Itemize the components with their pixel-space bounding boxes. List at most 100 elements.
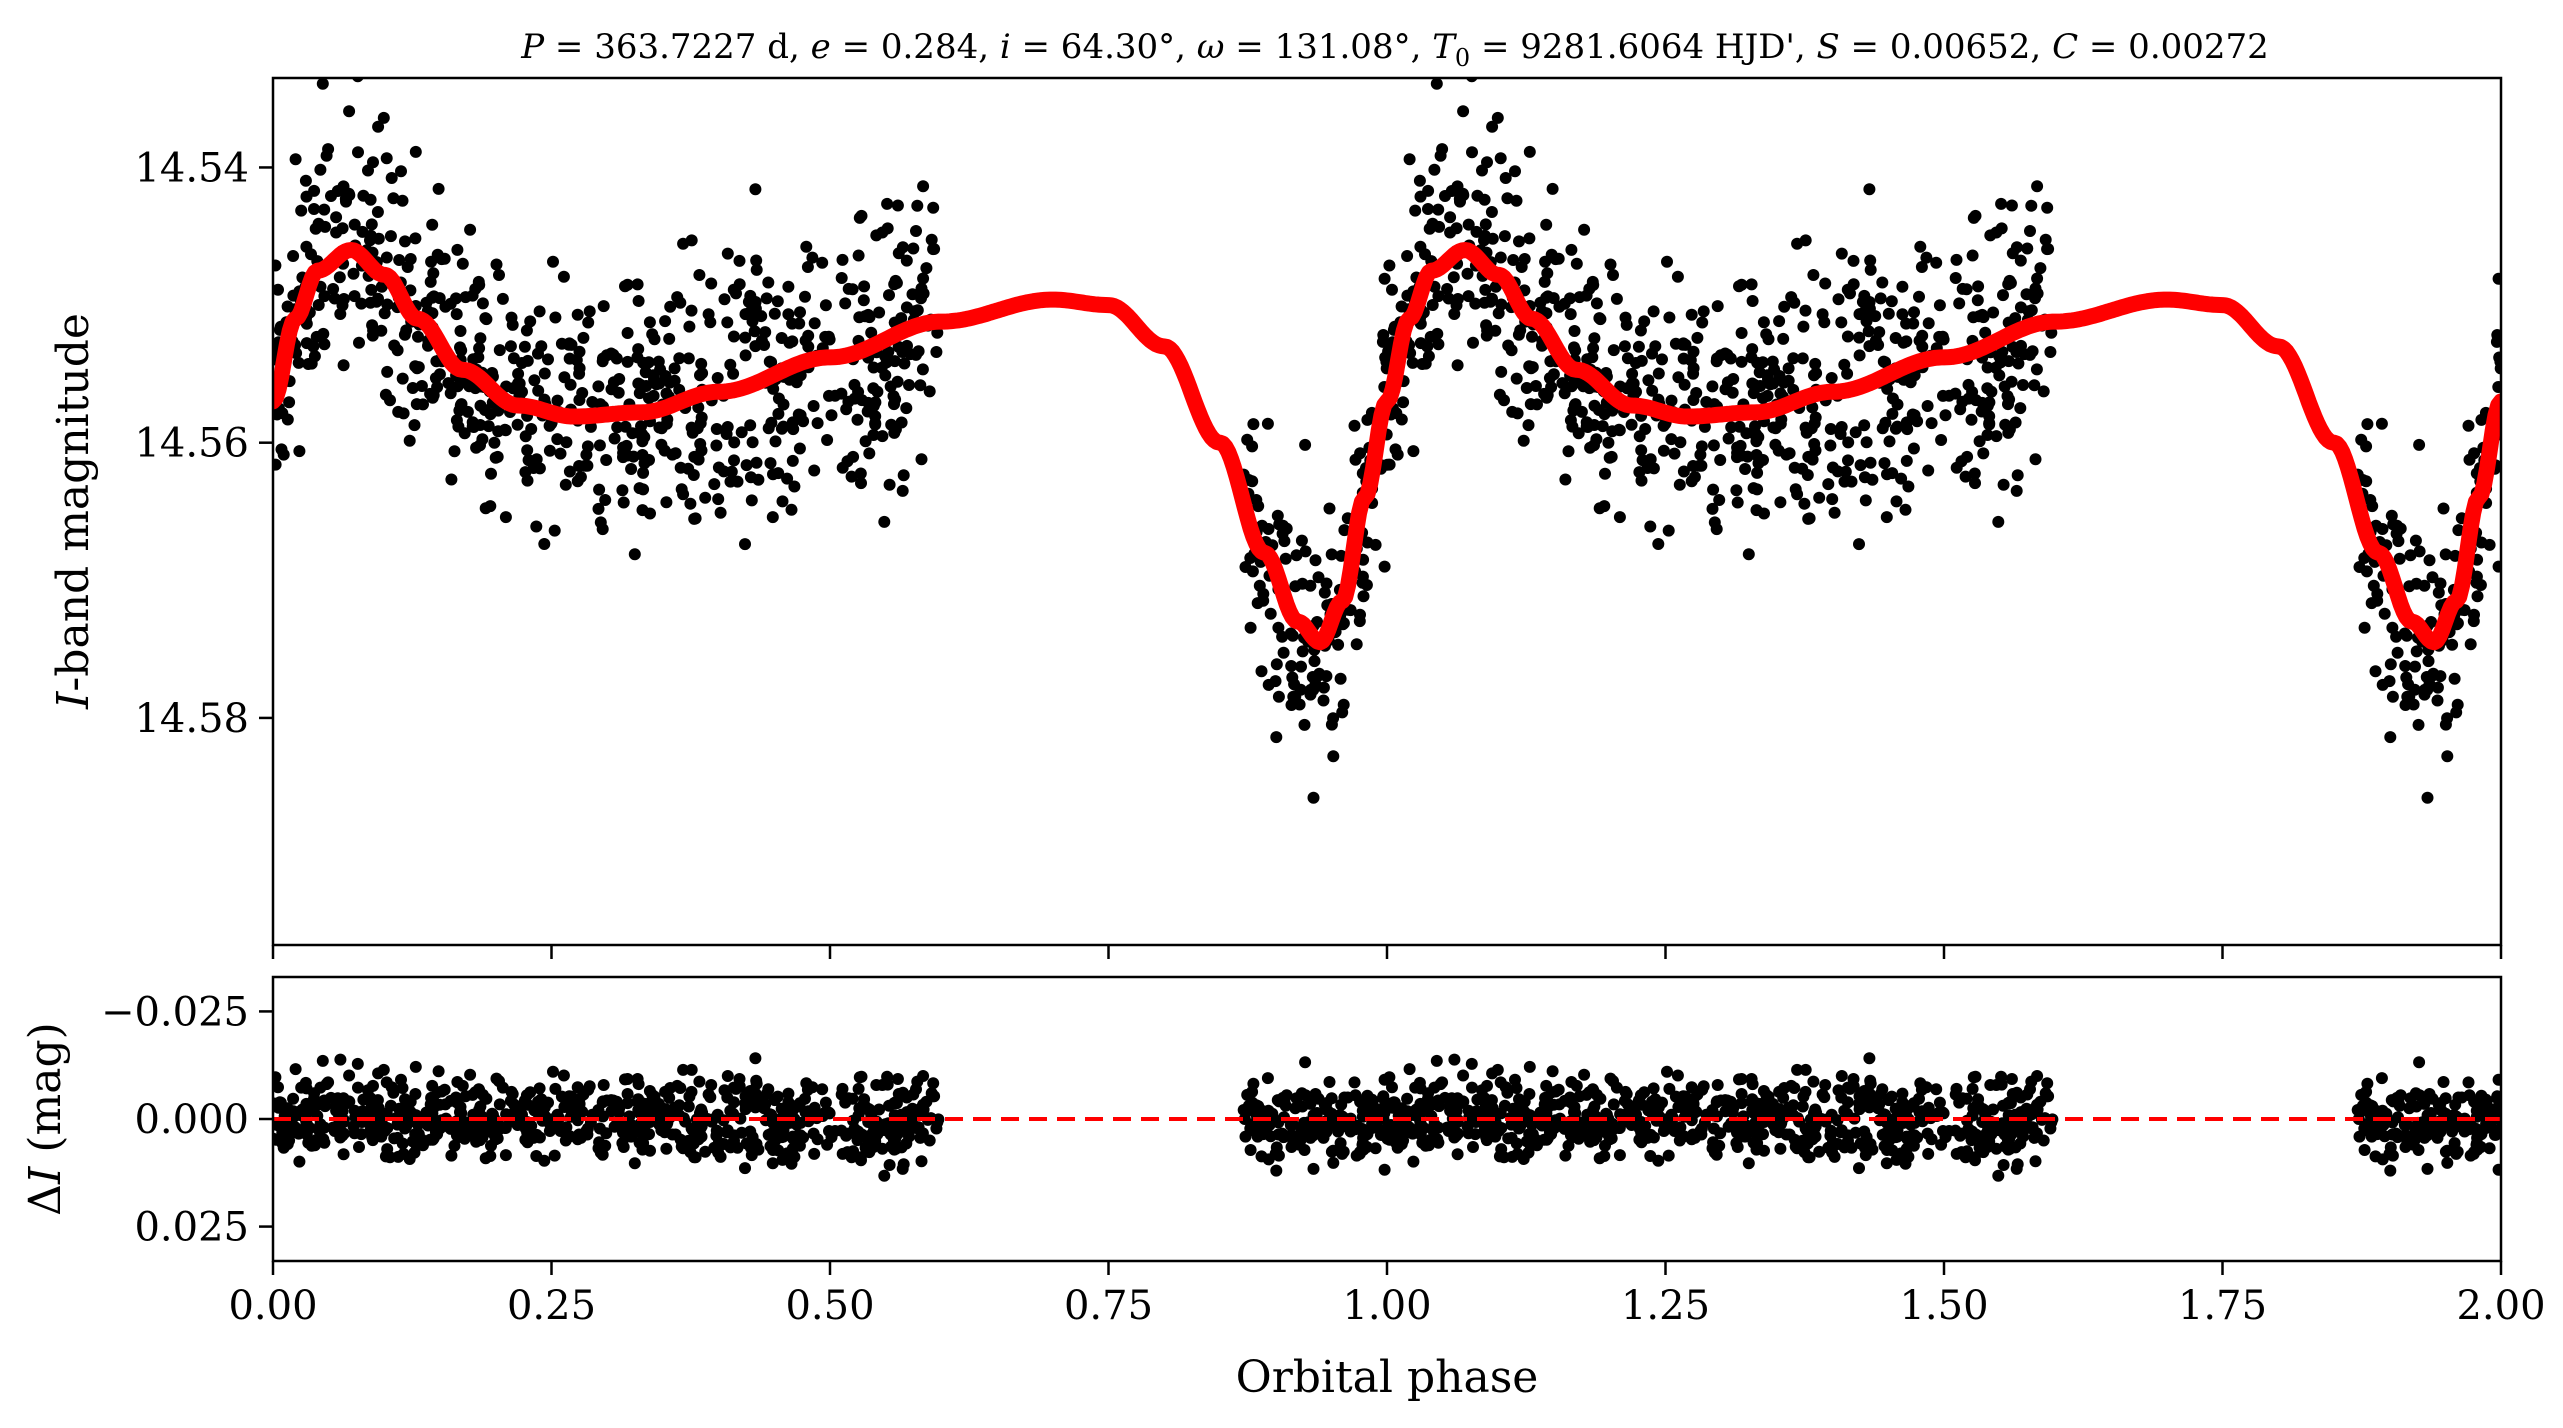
- data-point: [560, 436, 573, 449]
- data-point: [2448, 672, 2461, 685]
- data-point: [1677, 352, 1690, 365]
- data-point: [607, 348, 620, 361]
- data-point: [898, 357, 911, 370]
- data-point: [750, 254, 763, 267]
- data-point: [1401, 250, 1414, 262]
- data-point: [1687, 367, 1700, 380]
- residual-point: [897, 1158, 910, 1171]
- data-point: [887, 390, 900, 403]
- data-point: [2021, 242, 2034, 255]
- data-point: [1798, 497, 1811, 510]
- residual-point: [1348, 1076, 1361, 1089]
- data-point: [682, 352, 695, 365]
- residual-point: [469, 1086, 482, 1099]
- residual-point: [2483, 1142, 2496, 1155]
- data-point: [710, 423, 723, 435]
- residual-point: [1788, 1082, 1801, 1094]
- data-point: [403, 434, 416, 447]
- residual-point: [2005, 1128, 2018, 1141]
- residual-point: [632, 1078, 645, 1091]
- data-point: [659, 315, 672, 328]
- residual-point: [557, 1069, 570, 1082]
- residual-point: [2492, 1073, 2501, 1086]
- residual-point: [1428, 1118, 1441, 1131]
- data-point: [1311, 616, 1324, 628]
- data-point: [674, 296, 687, 309]
- data-point: [1466, 146, 1478, 159]
- data-point: [1671, 270, 1684, 283]
- residual-point: [1943, 1125, 1956, 1137]
- bottom-y-axis-label: ΔI (mag): [20, 1022, 71, 1216]
- data-point: [333, 271, 346, 284]
- data-point: [1348, 419, 1361, 432]
- data-point: [1511, 407, 1524, 420]
- residual-point: [733, 1080, 746, 1093]
- data-point: [470, 441, 483, 454]
- residual-point: [1826, 1136, 1839, 1149]
- data-point: [1479, 283, 1492, 296]
- data-point: [2409, 534, 2422, 547]
- data-point: [760, 292, 773, 305]
- data-point: [2492, 272, 2501, 285]
- residual-point: [596, 1096, 609, 1109]
- data-point: [277, 448, 290, 461]
- data-point: [543, 444, 556, 457]
- data-point: [785, 503, 798, 516]
- residual-point: [1261, 1072, 1274, 1085]
- data-point: [735, 426, 748, 439]
- data-point: [1540, 218, 1553, 231]
- residual-point: [2468, 1146, 2480, 1159]
- residual-point: [582, 1083, 595, 1096]
- residual-point: [1414, 1082, 1427, 1095]
- data-point: [1726, 386, 1739, 399]
- residual-point: [547, 1065, 559, 1078]
- residual-point: [712, 1146, 725, 1159]
- residual-point: [292, 1127, 305, 1140]
- residual-point: [637, 1097, 650, 1110]
- residual-point: [396, 1137, 409, 1150]
- data-point: [914, 379, 927, 392]
- data-point: [1864, 254, 1877, 267]
- data-point: [1766, 355, 1779, 368]
- data-point: [1707, 439, 1720, 452]
- residuals-panel: 0.00 0.25 0.50 0.75 1.00 1.25 1.50 1.75 2.00 −0.0…: [20, 975, 2546, 1403]
- data-point: [451, 243, 464, 256]
- data-point: [728, 454, 740, 467]
- residual-point: [876, 1142, 889, 1155]
- data-point: [631, 278, 644, 291]
- residual-point: [628, 1157, 641, 1170]
- data-point: [711, 372, 724, 384]
- data-point: [1657, 444, 1670, 457]
- residual-point: [1916, 1105, 1929, 1118]
- data-point: [334, 59, 346, 71]
- data-point: [1485, 206, 1498, 218]
- data-point: [2024, 348, 2036, 361]
- data-point: [811, 417, 824, 430]
- residual-point: [1573, 1090, 1586, 1103]
- data-point: [316, 78, 329, 90]
- data-point: [1669, 337, 1682, 350]
- residual-point: [533, 1082, 546, 1095]
- data-point: [633, 482, 646, 495]
- residual-point: [930, 1122, 943, 1135]
- data-point: [704, 316, 717, 329]
- data-point: [1835, 247, 1848, 260]
- data-point: [799, 290, 811, 303]
- residual-point: [1735, 1088, 1748, 1100]
- residual-point: [852, 1082, 865, 1095]
- data-point: [2404, 549, 2417, 562]
- data-point: [1317, 681, 1330, 694]
- data-point: [1861, 305, 1874, 318]
- residual-point: [317, 1133, 330, 1146]
- bottom-ylabel-italic: I: [20, 1165, 71, 1185]
- residual-point: [799, 1092, 811, 1105]
- residual-point: [1613, 1149, 1626, 1162]
- data-point: [1593, 312, 1606, 325]
- bottom-x-tick-label: 2.00: [2456, 1283, 2545, 1329]
- data-point: [853, 211, 866, 224]
- data-point: [2399, 660, 2412, 672]
- data-point: [776, 495, 789, 508]
- data-point: [1241, 433, 1254, 446]
- residual-point: [370, 1122, 383, 1135]
- residual-point: [704, 1091, 717, 1104]
